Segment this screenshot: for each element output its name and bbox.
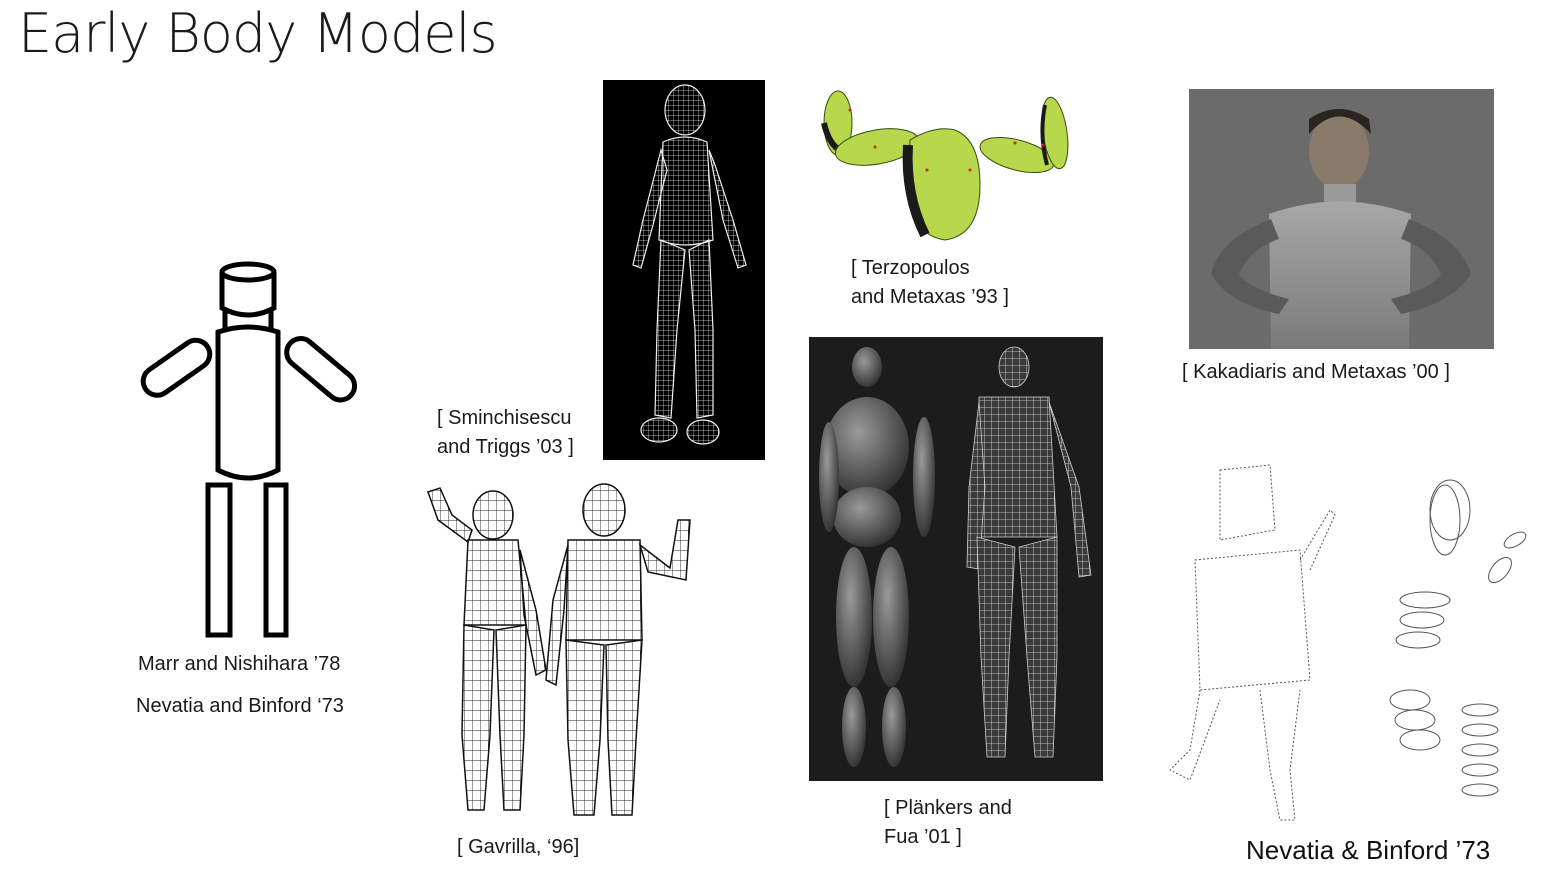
caption-terzopoulos-line1: [ Terzopoulos xyxy=(851,257,970,279)
caption-sminchisescu-line1: [ Sminchisescu xyxy=(437,407,572,429)
caption-nevatia-binford-right: Nevatia & Binford ’73 xyxy=(1246,835,1491,865)
kakadiaris-metaxas-image xyxy=(1189,89,1494,349)
caption-kakadiaris: [ Kakadiaris and Metaxas ’00 ] xyxy=(1182,361,1450,383)
sminchisescu-wireframe-image xyxy=(603,80,765,460)
caption-nevatia-binford-left: Nevatia and Binford ‘73 xyxy=(136,695,344,717)
caption-plankers-line1: [ Plänkers and xyxy=(884,797,1012,819)
caption-terzopoulos-line2: and Metaxas ’93 ] xyxy=(851,286,1009,308)
gavrilla-wireframe-image xyxy=(408,480,703,840)
caption-marr-nishihara: Marr and Nishihara ’78 xyxy=(138,653,341,675)
slide-title: Early Body Models xyxy=(18,2,498,65)
plankers-fua-rendered-image xyxy=(809,337,1103,781)
caption-sminchisescu-line2: and Triggs ’03 ] xyxy=(437,436,574,458)
caption-gavrilla: [ Gavrilla, ‘96] xyxy=(457,836,580,858)
nevatia-binford-sketch-image xyxy=(1160,450,1535,830)
caption-plankers-line2: Fua ’01 ] xyxy=(884,826,962,848)
terzopoulos-superquadric-image xyxy=(815,85,1070,245)
cylinder-body-figure xyxy=(130,260,370,645)
